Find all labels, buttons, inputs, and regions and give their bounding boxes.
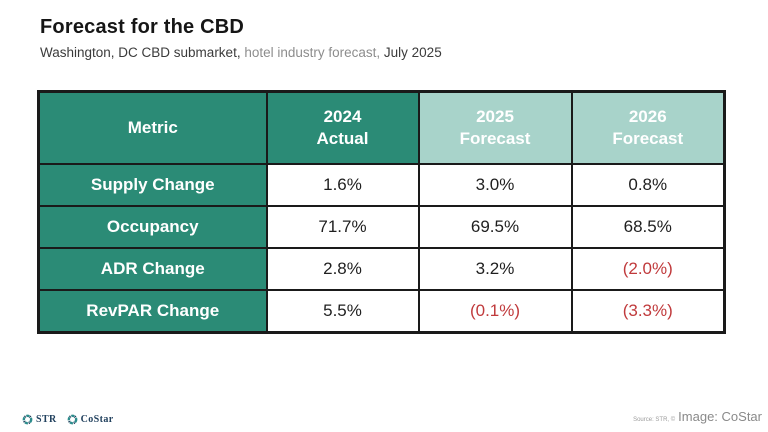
value-cell: 2.8%	[265, 247, 420, 291]
table-header-row: Metric 2024 Actual 2025 Forecast 2026 Fo…	[37, 90, 726, 165]
value-cell: 3.0%	[417, 163, 573, 207]
image-credit-watermark: Image: CoStar	[678, 409, 762, 424]
value-cell-negative: (3.3%)	[570, 289, 726, 334]
row-label-adr-change: ADR Change	[37, 247, 268, 291]
str-pinwheel-icon	[22, 414, 33, 425]
table-row-adr-change: ADR Change 2.8% 3.2% (2.0%)	[37, 247, 726, 291]
value-cell: 1.6%	[265, 163, 420, 207]
row-label-supply-change: Supply Change	[37, 163, 268, 207]
source-text: Source: STR, ©	[633, 417, 676, 423]
table-row-occupancy: Occupancy 71.7% 69.5% 68.5%	[37, 205, 726, 249]
costar-logo-text: CoStar	[80, 414, 114, 425]
row-label-revpar-change: RevPAR Change	[37, 289, 268, 334]
column-header-2025-forecast: 2025 Forecast	[417, 90, 573, 165]
column-header-metric: Metric	[37, 90, 268, 165]
value-cell: 71.7%	[265, 205, 420, 249]
column-header-2026-forecast: 2026 Forecast	[570, 90, 726, 165]
value-cell-negative: (2.0%)	[570, 247, 726, 291]
value-cell: 69.5%	[417, 205, 573, 249]
subtitle-location: Washington, DC CBD submarket,	[40, 45, 241, 60]
str-logo: STR	[22, 414, 57, 425]
footer-logos: STR CoStar	[22, 414, 114, 425]
subtitle-date: July 2025	[380, 45, 442, 60]
value-cell: 3.2%	[417, 247, 573, 291]
value-cell: 0.8%	[570, 163, 726, 207]
str-logo-text: STR	[36, 414, 57, 425]
subtitle: Washington, DC CBD submarket, hotel indu…	[40, 45, 442, 60]
source-attribution: Source: STR, © Image: CoStar	[633, 409, 762, 424]
costar-logo: CoStar	[67, 414, 114, 425]
table-row-revpar-change: RevPAR Change 5.5% (0.1%) (3.3%)	[37, 289, 726, 334]
forecast-table-container: Metric 2024 Actual 2025 Forecast 2026 Fo…	[37, 90, 726, 334]
value-cell-negative: (0.1%)	[417, 289, 573, 334]
costar-pinwheel-icon	[67, 414, 78, 425]
value-cell: 68.5%	[570, 205, 726, 249]
subtitle-descriptor: hotel industry forecast,	[240, 45, 381, 60]
value-cell: 5.5%	[265, 289, 420, 334]
page-title: Forecast for the CBD	[40, 16, 245, 38]
table-row-supply-change: Supply Change 1.6% 3.0% 0.8%	[37, 163, 726, 207]
column-header-2024-actual: 2024 Actual	[265, 90, 420, 165]
row-label-occupancy: Occupancy	[37, 205, 268, 249]
forecast-table: Metric 2024 Actual 2025 Forecast 2026 Fo…	[37, 90, 726, 334]
